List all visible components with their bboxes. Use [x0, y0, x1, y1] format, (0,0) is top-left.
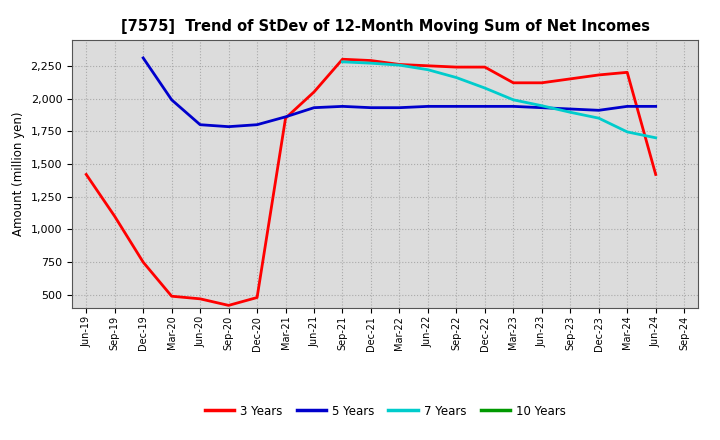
3 Years	[110, 214, 119, 219]
7 Years	[423, 67, 432, 72]
5 Years	[395, 105, 404, 110]
5 Years	[139, 55, 148, 61]
5 Years	[595, 108, 603, 113]
7 Years	[366, 61, 375, 66]
5 Years	[338, 104, 347, 109]
3 Years	[253, 295, 261, 300]
Line: 7 Years: 7 Years	[343, 62, 656, 138]
3 Years	[395, 62, 404, 67]
7 Years	[566, 110, 575, 115]
7 Years	[480, 85, 489, 91]
5 Years	[423, 104, 432, 109]
Line: 3 Years: 3 Years	[86, 59, 656, 305]
3 Years	[452, 64, 461, 70]
3 Years	[595, 72, 603, 77]
7 Years	[595, 116, 603, 121]
3 Years	[509, 80, 518, 85]
5 Years	[652, 104, 660, 109]
3 Years	[167, 293, 176, 299]
5 Years	[623, 104, 631, 109]
5 Years	[310, 105, 318, 110]
3 Years	[310, 89, 318, 95]
7 Years	[537, 103, 546, 108]
Y-axis label: Amount (million yen): Amount (million yen)	[12, 112, 25, 236]
7 Years	[395, 62, 404, 68]
5 Years	[480, 104, 489, 109]
3 Years	[652, 172, 660, 177]
5 Years	[167, 97, 176, 103]
3 Years	[537, 80, 546, 85]
5 Years	[452, 104, 461, 109]
Line: 5 Years: 5 Years	[143, 58, 656, 127]
3 Years	[423, 63, 432, 69]
5 Years	[366, 105, 375, 110]
7 Years	[623, 129, 631, 135]
3 Years	[480, 64, 489, 70]
3 Years	[623, 70, 631, 75]
Title: [7575]  Trend of StDev of 12-Month Moving Sum of Net Incomes: [7575] Trend of StDev of 12-Month Moving…	[121, 19, 649, 34]
5 Years	[509, 104, 518, 109]
3 Years	[566, 76, 575, 81]
5 Years	[196, 122, 204, 127]
7 Years	[509, 97, 518, 103]
3 Years	[139, 260, 148, 265]
7 Years	[452, 75, 461, 80]
3 Years	[338, 57, 347, 62]
7 Years	[652, 135, 660, 140]
3 Years	[225, 303, 233, 308]
5 Years	[566, 106, 575, 112]
5 Years	[225, 124, 233, 129]
5 Years	[282, 114, 290, 120]
7 Years	[338, 59, 347, 65]
3 Years	[366, 58, 375, 63]
3 Years	[82, 172, 91, 177]
5 Years	[253, 122, 261, 127]
3 Years	[196, 296, 204, 301]
Legend: 3 Years, 5 Years, 7 Years, 10 Years: 3 Years, 5 Years, 7 Years, 10 Years	[200, 400, 570, 422]
3 Years	[282, 116, 290, 121]
5 Years	[537, 105, 546, 110]
